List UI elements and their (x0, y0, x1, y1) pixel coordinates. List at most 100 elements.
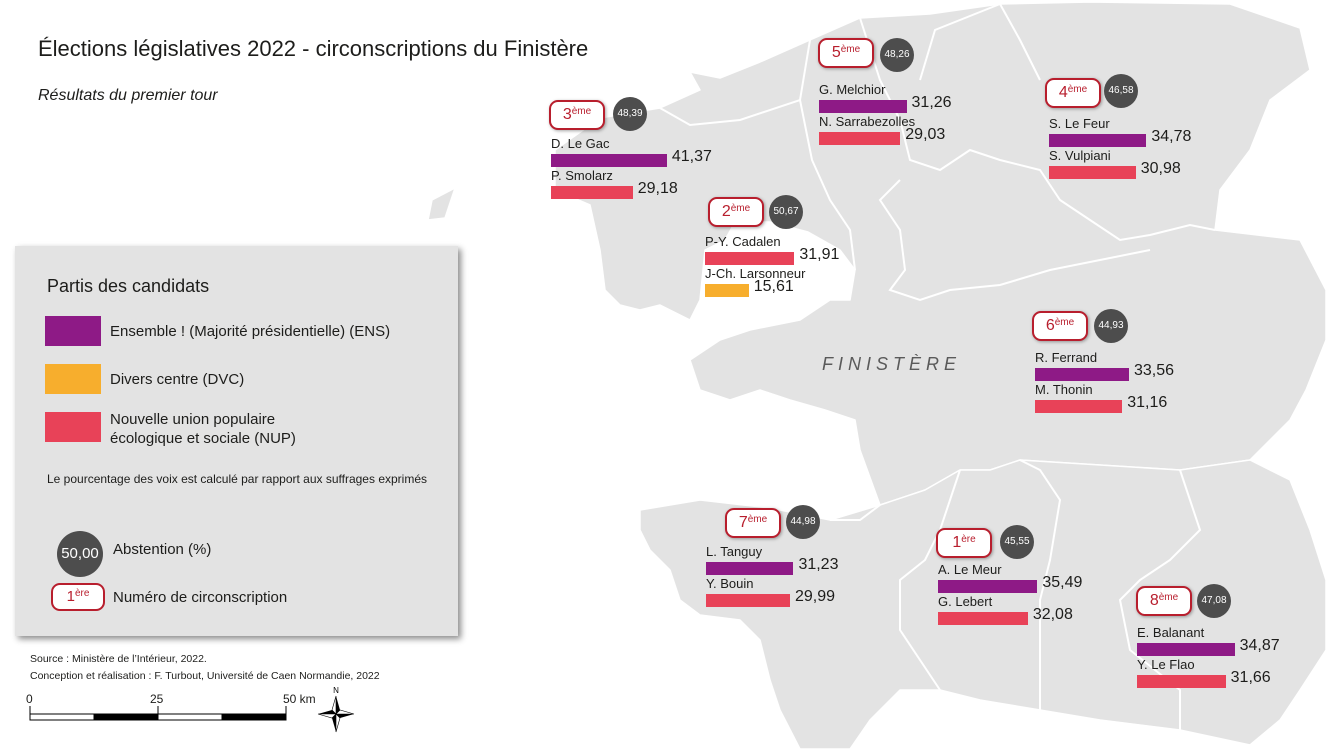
abstention-circle-2: 50,67 (769, 195, 803, 229)
legend: Partis des candidats Ensemble ! (Majorit… (15, 246, 458, 636)
abstention-circle-5: 48,26 (880, 38, 914, 72)
scale-label-25: 25 (150, 692, 164, 706)
result-bar-ens (819, 100, 907, 113)
candidate-name: A. Le Meur (938, 562, 1002, 577)
result-bar-ens (938, 580, 1038, 593)
legend-label-nup-line2: écologique et sociale (NUP) (110, 430, 296, 447)
circ-number: 3 (562, 106, 572, 123)
abstention-circle-7: 44,98 (786, 505, 820, 539)
circ-badge-3: 3ème (549, 100, 605, 130)
result-value: 31,16 (1127, 394, 1168, 411)
candidate-name: D. Le Gac (551, 136, 610, 151)
region-north (554, 1, 1326, 506)
candidate-name: J-Ch. Larsonneur (705, 266, 806, 281)
result-bar-ens (1035, 368, 1129, 381)
scale-label-0: 0 (26, 692, 33, 706)
legend-circ-suffix: ère (74, 588, 90, 599)
candidate-name: S. Le Feur (1049, 116, 1110, 131)
candidate-name: N. Sarrabezolles (819, 114, 916, 129)
legend-abstention-label: Abstention (%) (113, 541, 212, 558)
abstention-circle-1: 45,55 (1000, 525, 1034, 559)
result-value: 34,87 (1239, 637, 1280, 654)
result-value: 30,98 (1140, 160, 1181, 177)
result-value: 29,18 (637, 180, 678, 197)
legend-circ-label: Numéro de circonscription (113, 589, 288, 606)
map-title: Élections législatives 2022 - circonscri… (38, 36, 589, 61)
result-value: 32,08 (1032, 606, 1073, 623)
scale-bar (29, 706, 287, 721)
circ-number: 1 (952, 534, 962, 551)
result-bar-ens (1049, 134, 1147, 147)
legend-swatch-nup (45, 412, 101, 442)
candidate-name: P. Smolarz (551, 168, 613, 183)
result-value: 35,49 (1042, 574, 1083, 591)
circ-number: 2 (721, 203, 731, 220)
legend-note: Le pourcentage des voix est calculé par … (47, 472, 427, 486)
result-bar-dvc (705, 284, 749, 297)
legend-swatch-ens (45, 316, 101, 346)
abstention-circle-8: 47,08 (1197, 584, 1231, 618)
abstention-circle-4: 46,58 (1104, 74, 1138, 108)
abstention-circle-3: 48,39 (613, 97, 647, 131)
result-bar-nup (551, 186, 633, 199)
circ-badge-2: 2ème (708, 197, 764, 227)
circ-badge-4: 4ème (1045, 78, 1101, 108)
result-value: 15,61 (753, 278, 794, 295)
department-label: FINISTÈRE (822, 354, 962, 374)
result-bar-nup (705, 252, 795, 265)
result-bar-nup (819, 132, 901, 145)
circ-number: 8 (1149, 592, 1159, 609)
circ-badge-7: 7ème (725, 508, 781, 538)
circ-badge-8: 8ème (1136, 586, 1192, 616)
result-bar-ens (551, 154, 667, 167)
legend-label-nup: Nouvelle union populaire écologique et s… (110, 410, 296, 448)
circ-badge-5: 5ème (818, 38, 874, 68)
candidate-name: G. Melchior (819, 82, 886, 97)
result-bar-nup (1137, 675, 1226, 688)
candidate-name: M. Thonin (1035, 382, 1093, 397)
legend-swatch-dvc (45, 364, 101, 394)
circ-number: 4 (1058, 84, 1068, 101)
candidate-name: R. Ferrand (1035, 350, 1098, 365)
legend-circ-badge: 1ère (51, 583, 105, 611)
circ-suffix: ème (747, 514, 768, 525)
map-subtitle: Résultats du premier tour (38, 87, 218, 104)
circ-suffix: ème (730, 203, 751, 214)
result-value: 31,91 (799, 246, 840, 263)
candidate-name: E. Balanant (1137, 625, 1205, 640)
candidate-name: L. Tanguy (706, 544, 763, 559)
result-bar-nup (1049, 166, 1136, 179)
circ-suffix: ère (961, 534, 976, 545)
result-value: 29,99 (794, 588, 836, 605)
circ-number: 5 (831, 44, 841, 61)
result-bar-nup (1035, 400, 1123, 413)
circ-badge-1: 1ère (936, 528, 992, 558)
result-value: 31,26 (911, 94, 952, 111)
circ-suffix: ème (1067, 84, 1088, 95)
result-value: 41,37 (671, 148, 712, 165)
legend-label-dvc: Divers centre (DVC) (110, 371, 245, 388)
result-value: 34,78 (1151, 128, 1192, 145)
legend-label-nup-line1: Nouvelle union populaire (110, 411, 276, 428)
candidate-name: P-Y. Cadalen (705, 234, 781, 249)
credits-text: Conception et réalisation : F. Turbout, … (30, 670, 380, 682)
circ-badge-6: 6ème (1032, 311, 1088, 341)
source-text: Source : Ministère de l’Intérieur, 2022. (30, 653, 207, 665)
circ-number: 7 (738, 514, 748, 531)
result-bar-ens (1137, 643, 1235, 656)
circ-suffix: ème (1158, 592, 1179, 603)
svg-text:N: N (333, 686, 339, 695)
island (427, 187, 456, 221)
result-value: 29,03 (905, 126, 946, 143)
circ-suffix: ème (1054, 317, 1075, 328)
abstention-circle-6: 44,93 (1094, 309, 1128, 343)
result-bar-nup (938, 612, 1028, 625)
legend-abstention-circle: 50,00 (57, 531, 103, 577)
result-value: 33,56 (1133, 362, 1174, 379)
circ-suffix: ème (571, 106, 592, 117)
result-value: 31,23 (798, 556, 839, 573)
circ-number: 6 (1045, 317, 1055, 334)
candidate-name: Y. Le Flao (1137, 657, 1195, 672)
legend-circ-num: 1 (66, 588, 75, 605)
legend-title: Partis des candidats (47, 276, 210, 296)
